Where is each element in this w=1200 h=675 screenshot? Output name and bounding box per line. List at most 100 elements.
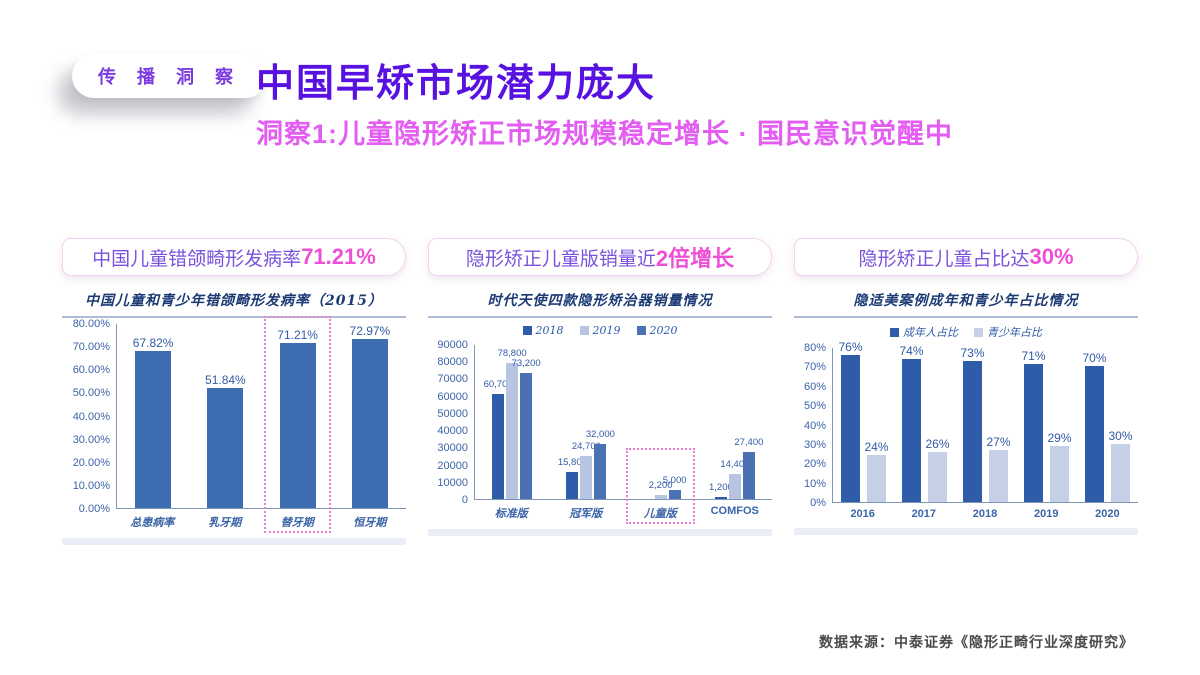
bar-group: 2,200 5,000 xyxy=(624,345,698,499)
card-incidence: 中国儿童错颌畸形发病率 71.21% 中国儿童和青少年错颌畸形发病率（2015） 8… xyxy=(62,238,406,545)
bar: 72.97% xyxy=(350,324,390,508)
headline-accent: 30% xyxy=(1029,244,1074,269)
y-axis-tick: 10.00% xyxy=(72,479,110,492)
bar: 24,700 xyxy=(572,441,601,499)
y-axis-tick: 10000 xyxy=(437,476,468,489)
bar-value-label: 73,200 xyxy=(511,358,541,369)
bar: 2,200 xyxy=(649,480,673,499)
bar: 67.82% xyxy=(133,336,173,508)
bar: 5,000 xyxy=(663,475,687,499)
chart-legend: 2018 2019 2020 xyxy=(428,324,772,337)
legend-item: 2019 xyxy=(579,324,621,337)
chart-sales: 时代天使四款隐形矫治器销量情况 2018 2019 2020 90000 80000 700… xyxy=(428,290,772,536)
y-axis-tick: 50.00% xyxy=(72,387,110,400)
bar: 51.84% xyxy=(205,373,246,508)
bar-value-label: 70% xyxy=(1082,351,1107,365)
legend-item: 2020 xyxy=(636,324,678,337)
headline-text: 中国儿童错颌畸形发病率 xyxy=(92,248,302,270)
bar: 73% xyxy=(960,346,985,502)
bar-group: 71.21% xyxy=(262,324,334,508)
y-axis-tick: 40% xyxy=(803,419,826,432)
page-title: 中国早矫市场潜力庞大 xyxy=(256,63,657,105)
legend-label: 成年人占比 xyxy=(903,326,958,339)
cards-row: 中国儿童错颌畸形发病率 71.21% 中国儿童和青少年错颌畸形发病率（2015） 8… xyxy=(62,238,1138,545)
bar-group: 74% 26% xyxy=(894,344,955,502)
category-label: 2019 xyxy=(1033,508,1059,520)
card-headline-ratio: 隐形矫正儿童占比达 30% xyxy=(794,238,1138,276)
chart-title: 隐适美案例成年和青少年占比情况 xyxy=(853,293,1079,309)
y-axis-tick: 0.00% xyxy=(78,503,110,515)
bar-value-label: 32,000 xyxy=(585,429,615,440)
y-axis-tick: 90000 xyxy=(437,339,468,351)
legend-swatch xyxy=(579,326,589,335)
data-source-note: 数据来源：中泰证券《隐形正畸行业深度研究》 xyxy=(819,634,1134,650)
headline-accent: 71.21% xyxy=(301,244,376,269)
chart-title: 时代天使四款隐形矫治器销量情况 xyxy=(487,293,713,309)
legend-label: 2018 xyxy=(535,324,564,337)
bar: 70% xyxy=(1082,351,1107,502)
bar-value-label: 24,700 xyxy=(571,441,601,452)
bar-group: 51.84% xyxy=(189,324,261,508)
category-label: 总患病率 xyxy=(130,516,175,529)
chart-ratio: 隐适美案例成年和青少年占比情况 成年人占比 青少年占比 80% 70% 60% 50% 40%… xyxy=(794,290,1138,535)
bar-value-label: 26% xyxy=(925,437,950,451)
y-axis: 80.00% 70.00% 60.00% 50.00% 40.00% 30.00% 20.0… xyxy=(62,318,116,515)
bar: 26% xyxy=(925,437,950,502)
bar-value-label: 51.84% xyxy=(205,373,246,387)
y-axis: 80% 70% 60% 50% 40% 30% 20% 10% 0% xyxy=(794,342,832,509)
chart-title-underline xyxy=(62,316,406,318)
legend-label: 2020 xyxy=(649,324,678,337)
card-headline-sales: 隐形矫正儿童版销量近 2倍增长 xyxy=(428,238,772,276)
category-label: 2018 xyxy=(972,508,998,520)
bar: 15,800 xyxy=(558,457,587,499)
plot-body: 60,700 78,800 73,200 15,800 24,700 32,000 2,20… xyxy=(474,345,772,524)
bar: 71.21% xyxy=(277,328,318,508)
headline-accent: 2倍增长 xyxy=(655,246,735,271)
category-label: 冠军版 xyxy=(569,507,603,520)
y-axis-tick: 0 xyxy=(461,494,468,506)
y-axis-tick: 30000 xyxy=(437,442,468,455)
bar-group: 67.82% xyxy=(117,324,189,508)
category-label: 替牙期 xyxy=(280,516,314,529)
y-axis-tick: 30.00% xyxy=(72,433,110,446)
badge-label: 传 播 洞 察 xyxy=(98,67,242,87)
bar: 32,000 xyxy=(586,429,615,499)
category-label: 儿童版 xyxy=(643,507,677,520)
category-label: COMFOS xyxy=(710,505,759,517)
bar: 60,700 xyxy=(484,379,513,499)
chart-plot: 90000 80000 70000 60000 50000 40000 30000 20000… xyxy=(428,339,772,524)
bar: 71% xyxy=(1021,349,1046,502)
y-axis: 90000 80000 70000 60000 50000 40000 30000 20000… xyxy=(428,339,474,506)
y-axis-tick: 70.00% xyxy=(72,341,110,354)
bar: 24% xyxy=(864,440,889,502)
bar: 74% xyxy=(899,344,924,502)
bar-value-label: 15,800 xyxy=(557,457,587,468)
legend-label: 青少年占比 xyxy=(987,326,1042,339)
y-axis-tick: 30% xyxy=(803,438,826,451)
bar-group: 72.97% xyxy=(334,324,406,508)
y-axis-tick: 10% xyxy=(803,477,826,490)
bar-group: 73% 27% xyxy=(955,346,1016,502)
legend-item: 青少年占比 xyxy=(974,324,1042,340)
y-axis-tick: 40000 xyxy=(437,425,468,438)
category-labels: 标准版 冠军版 儿童版 COMFOS xyxy=(474,505,772,521)
page-subtitle: 洞察1:儿童隐形矫正市场规模稳定增长 · 国民意识觉醒中 xyxy=(256,119,954,149)
y-axis-tick: 20.00% xyxy=(72,456,110,469)
bars-area: 60,700 78,800 73,200 15,800 24,700 32,000 2,20… xyxy=(474,345,772,500)
bar: 14,400 xyxy=(720,459,749,499)
y-axis-tick: 70000 xyxy=(437,373,468,386)
bar-group: 70% 30% xyxy=(1077,348,1138,502)
y-axis-tick: 80.00% xyxy=(72,318,110,330)
chart-legend: 成年人占比 青少年占比 xyxy=(794,324,1138,340)
bar-value-label: 14,400 xyxy=(720,459,750,470)
y-axis-tick: 80% xyxy=(803,342,826,354)
bar-value-label: 76% xyxy=(838,340,863,354)
legend-swatch xyxy=(636,326,646,335)
chart-title: 中国儿童和青少年错颌畸形发病率（2015） xyxy=(85,293,383,309)
bar-value-label: 74% xyxy=(899,344,924,358)
category-label: 恒牙期 xyxy=(353,516,387,529)
bar-value-label: 60,700 xyxy=(483,379,513,390)
bar: 73,200 xyxy=(512,358,541,499)
bar-value-label: 67.82% xyxy=(132,336,174,350)
